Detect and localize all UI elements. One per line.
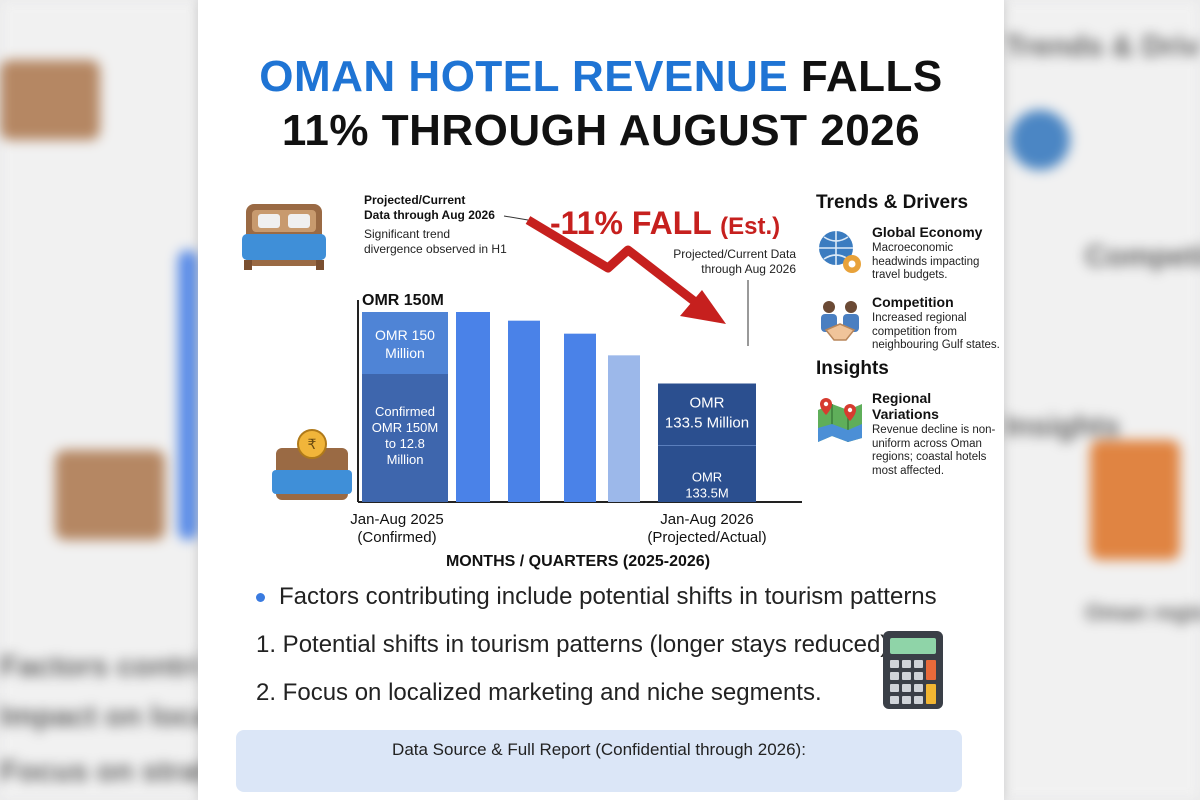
title-line2: 11% THROUGH AUGUST 2026 (281, 106, 921, 155)
bar-label: Confirmed OMR 150M to 12.8 Million (372, 404, 438, 467)
fall-arrow (525, 216, 726, 324)
annotation-leader (503, 215, 529, 221)
bar-label: OMR 150 Million (375, 327, 435, 361)
svg-text:₹: ₹ (308, 437, 317, 453)
data-source-box: Data Source & Full Report (Confidential … (236, 730, 962, 792)
bg-word: Factors contri (0, 650, 201, 683)
globe-gear-icon (819, 231, 861, 273)
bar (658, 383, 756, 502)
background-left: Factors contri Impact on loca Focus on s… (0, 0, 210, 800)
numbered-item: 2. Focus on localized marketing and nich… (256, 678, 937, 726)
bed-icon (242, 204, 326, 270)
side-panel: Trends & Drivers Global Economy Macroeco… (816, 192, 1001, 478)
bar (508, 320, 540, 502)
driver-competition: Competition Increased regional competiti… (816, 294, 1001, 354)
globe-icon (1010, 110, 1070, 170)
annotation-left-body: Significant trend divergence observed in … (364, 227, 507, 256)
bar-label: OMR 133.5M Million (685, 470, 728, 517)
insight-title: Regional Variations (872, 390, 939, 422)
bg-word: Competiti (1085, 240, 1200, 273)
bar-fragment (178, 250, 198, 540)
insight-desc: Revenue decline is non-uniform across Om… (872, 424, 996, 477)
x-tick-label: Jan-Aug 2025 (Confirmed) (350, 511, 443, 546)
numbered-text: 2. Focus on localized marketing and nich… (256, 679, 822, 706)
handshake-icon (821, 301, 859, 341)
bullet-text: Factors contributing include potential s… (279, 583, 937, 610)
driver-global-economy: Global Economy Macroeconomic headwinds i… (816, 224, 1001, 284)
map-pins-icon (818, 398, 862, 442)
bg-word: Oman regio (1085, 600, 1200, 625)
bullet-item: Factors contributing include potential s… (256, 582, 937, 630)
driver-desc: Increased regional competition from neig… (872, 312, 1000, 351)
title-rest: FALLS (788, 52, 943, 101)
suitcase-icon (1090, 440, 1180, 560)
numbered-text: 1. Potential shifts in tourism patterns … (256, 631, 895, 658)
bar-segment-confirmed (362, 374, 448, 502)
numbered-item: 1. Potential shifts in tourism patterns … (256, 630, 937, 678)
insights-heading: Insights (816, 358, 889, 379)
bg-word: Trends & Driv (1005, 30, 1200, 63)
driver-title: Global Economy (872, 224, 983, 240)
trends-heading: Trends & Drivers (816, 192, 969, 213)
title-highlight: OMAN HOTEL REVENUE (259, 52, 789, 101)
bed-coin-icon: ₹ (272, 429, 352, 500)
page-title: OMAN HOTEL REVENUE FALLS 11% THROUGH AUG… (198, 50, 1004, 158)
y-top-label: OMR 150M (362, 292, 444, 309)
bed-icon (55, 450, 165, 540)
bar-label: OMR 133.5 Million (665, 395, 749, 432)
x-axis-title: MONTHS / QUARTERS (2025-2026) (446, 553, 710, 570)
x-tick-label: Jan-Aug 2026 (Projected/Actual) (647, 511, 766, 546)
bed-icon (0, 60, 100, 140)
bg-word: Focus on strat (0, 755, 207, 788)
bullet-dot (256, 593, 265, 603)
annotation-right: Projected/Current Data through Aug 2026 (673, 247, 796, 276)
bar (608, 355, 640, 502)
bar (564, 333, 596, 502)
insight-regional-variations: Regional Variations Revenue decline is n… (816, 390, 1001, 478)
bullet-list: Factors contributing include potential s… (256, 582, 937, 726)
revenue-chart: ₹ OMR 150M OMR 150 Million Confirmed OMR 15… (242, 193, 802, 570)
bg-word: Impact on loca (0, 700, 211, 733)
driver-desc: Macroeconomic headwinds impacting travel… (872, 242, 980, 281)
bg-word: Insights (1005, 410, 1121, 443)
driver-title: Competition (872, 294, 954, 310)
background-right: Trends & Driv Competiti Insights Oman re… (1000, 0, 1200, 800)
calculator-icon (883, 631, 943, 709)
bar (456, 312, 490, 502)
fall-label: -11% FALL (Est.) (550, 205, 780, 241)
infographic-card: OMAN HOTEL REVENUE FALLS 11% THROUGH AUG… (198, 0, 1004, 800)
annotation-left-title: Projected/Current Data through Aug 2026 (364, 193, 495, 222)
